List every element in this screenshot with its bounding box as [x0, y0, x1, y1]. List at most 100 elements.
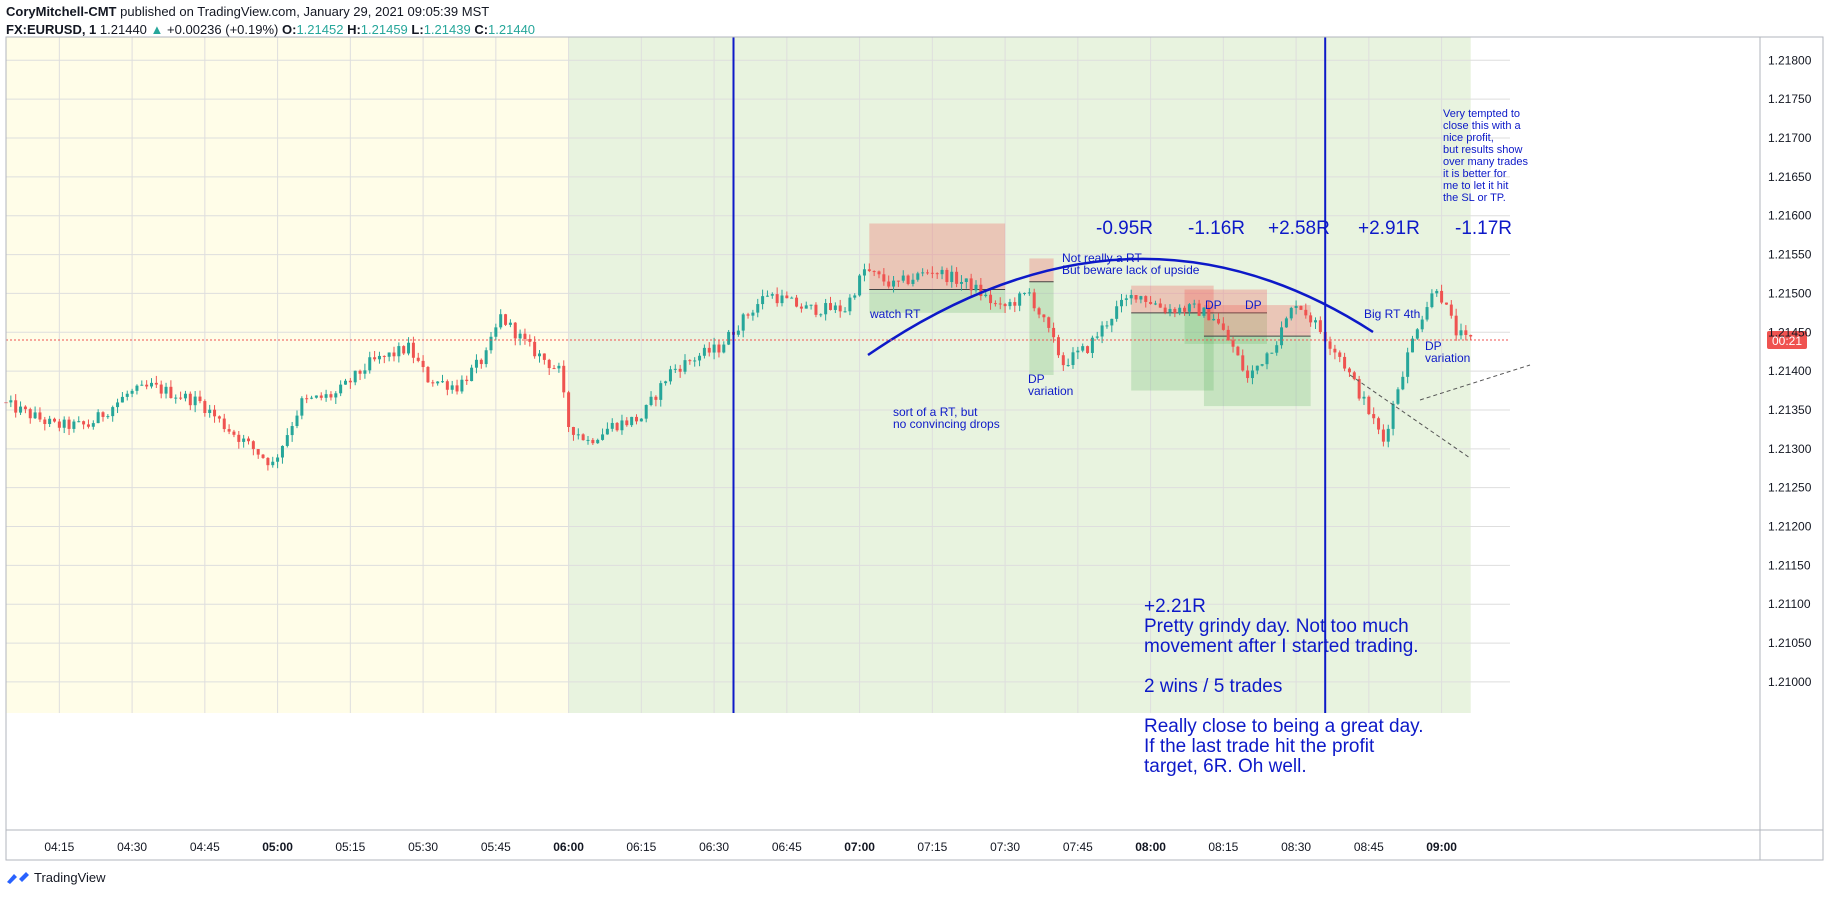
candle-down [1381, 429, 1385, 442]
candle-up [950, 271, 954, 283]
tradingview-brand[interactable]: TradingView [6, 870, 106, 885]
candle-up [1018, 293, 1022, 306]
candle-down [232, 431, 236, 435]
candle-up [1401, 376, 1405, 390]
candle-up [1430, 293, 1434, 308]
low-value: 1.21439 [423, 22, 471, 37]
x-tick-label: 05:30 [408, 840, 438, 854]
candle-up [116, 402, 120, 408]
price-change: +0.00236 (+0.19%) [167, 22, 279, 37]
summary-note: If the last trade hit the profit [1144, 736, 1375, 757]
candle-down [528, 338, 532, 342]
candle-down [1003, 304, 1007, 307]
candle-up [1275, 345, 1279, 353]
candle-down [416, 357, 420, 361]
candle-up [377, 355, 381, 360]
candle-up [1187, 304, 1191, 312]
tempted-note: nice profit, [1443, 132, 1494, 144]
candle-up [1386, 428, 1390, 442]
candle-down [266, 457, 270, 466]
candle-down [1343, 356, 1347, 369]
x-tick-label: 08:15 [1208, 840, 1238, 854]
candle-up [668, 369, 672, 382]
candle-down [1134, 295, 1138, 300]
candle-up [620, 420, 624, 431]
candle-up [736, 330, 740, 335]
candle-up [1090, 337, 1094, 353]
candle-up [722, 344, 726, 353]
candle-down [969, 278, 973, 291]
candle-down [154, 382, 158, 385]
candle-down [1299, 306, 1303, 310]
candle-down [382, 355, 386, 357]
r-multiple-label: -1.17R [1455, 218, 1512, 239]
candle-up [494, 327, 498, 337]
summary-note: 2 wins / 5 trades [1144, 676, 1282, 697]
candle-down [1246, 370, 1250, 379]
candle-down [1440, 290, 1444, 303]
candle-up [1435, 290, 1439, 294]
candle-up [339, 384, 343, 394]
candle-up [387, 352, 391, 357]
candle-down [358, 370, 362, 374]
candle-up [1250, 370, 1254, 379]
candle-down [319, 395, 323, 398]
candle-up [1153, 303, 1157, 305]
candle-up [280, 445, 284, 458]
candle-up [1129, 295, 1133, 299]
candle-up [489, 336, 493, 351]
candle-down [1158, 303, 1162, 308]
candle-up [1071, 352, 1075, 366]
candle-down [799, 306, 803, 309]
candle-down [688, 360, 692, 362]
author-name[interactable]: CoryMitchell-CMT [6, 4, 117, 19]
candle-up [1178, 307, 1182, 313]
y-tick-label: 1.21300 [1768, 442, 1812, 456]
candle-down [1367, 396, 1371, 415]
candle-up [1008, 302, 1012, 307]
candle-up [353, 370, 357, 383]
candle-up [1023, 292, 1026, 294]
candle-down [145, 384, 149, 387]
candle-up [858, 275, 862, 296]
high-label: H: [347, 22, 361, 37]
candle-up [693, 360, 697, 362]
candle-up [974, 284, 978, 291]
dashed-projection-line [1419, 364, 1531, 401]
x-tick-label: 06:15 [626, 840, 656, 854]
candle-up [460, 379, 464, 392]
dp-label: DP [1245, 298, 1262, 312]
candle-down [887, 281, 891, 287]
candle-up [441, 381, 444, 383]
candle-down [305, 398, 309, 400]
candle-up [892, 280, 896, 287]
candle-down [867, 269, 871, 272]
candle-down [1464, 330, 1468, 335]
candle-up [644, 404, 648, 419]
candle-down [421, 360, 425, 368]
candle-down [935, 273, 939, 275]
candle-down [523, 333, 527, 339]
candle-down [479, 359, 483, 365]
candle-up [1406, 352, 1410, 377]
candle-up [698, 355, 702, 361]
candle-down [615, 422, 619, 431]
candle-up [1459, 330, 1463, 336]
y-tick-label: 1.21500 [1768, 286, 1812, 300]
y-tick-label: 1.21700 [1768, 131, 1812, 145]
candle-up [1396, 389, 1400, 404]
candle-up [1415, 329, 1419, 339]
candle-up [804, 305, 808, 309]
y-tick-label: 1.21350 [1768, 403, 1812, 417]
candle-up [363, 370, 367, 374]
dp-variation-label: DP [1425, 339, 1442, 353]
candle-down [1056, 337, 1060, 356]
candle-down [1241, 355, 1245, 371]
x-tick-label: 06:00 [553, 840, 584, 854]
candle-up [310, 397, 314, 399]
candle-up [741, 314, 745, 331]
candle-down [625, 420, 629, 426]
candle-up [164, 386, 168, 394]
candle-down [926, 272, 929, 274]
